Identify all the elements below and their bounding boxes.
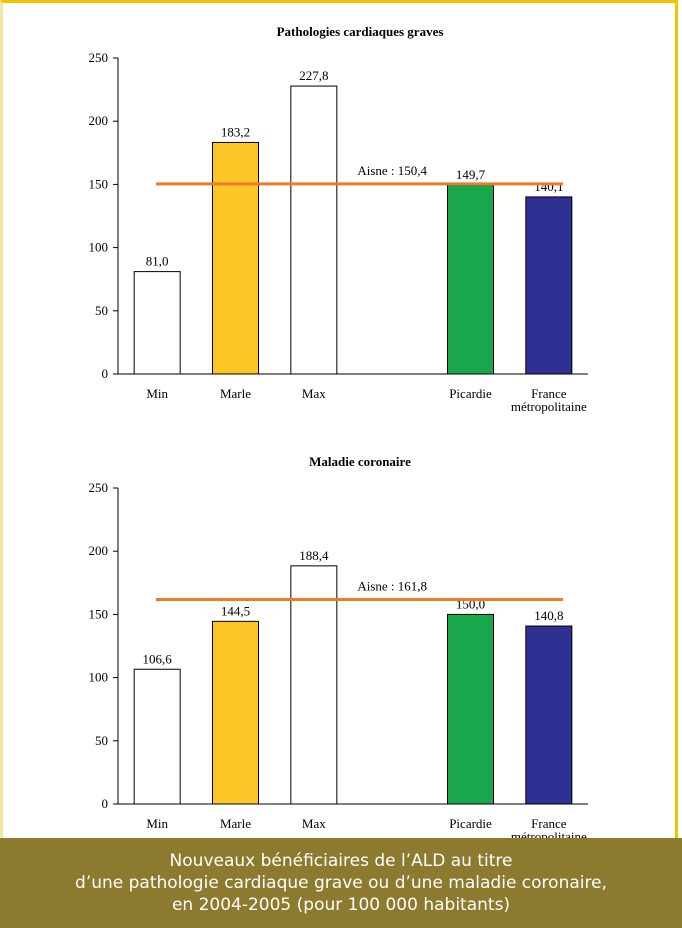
- data-label: 183,2: [221, 124, 250, 139]
- chart-maladie-coronaire: Maladie coronaire 0 50 100 150 200 250 106,6 Min…: [89, 454, 588, 844]
- caption-line-1: Nouveaux bénéficiaires de l’ALD au titre: [169, 851, 513, 871]
- x-tick-label: Marle: [220, 816, 251, 831]
- x-tick-label: Picardie: [449, 816, 492, 831]
- data-label: 144,5: [221, 603, 250, 618]
- y-tick-label: 0: [102, 796, 109, 811]
- y-tick-label: 100: [89, 240, 109, 255]
- x-tick-label: France: [531, 816, 567, 831]
- bar: [290, 85, 338, 375]
- y-tick-label: 250: [89, 480, 109, 495]
- x-tick-label: Min: [146, 816, 168, 831]
- bar: [212, 620, 259, 805]
- x-tick-label: Marle: [220, 386, 251, 401]
- data-label: 140,8: [534, 608, 563, 623]
- data-label: 106,6: [143, 651, 173, 666]
- data-label: 149,7: [456, 167, 486, 182]
- data-label: 227,8: [299, 68, 328, 83]
- data-label: 81,0: [146, 254, 169, 269]
- bar: [133, 668, 181, 805]
- figure-frame: [0, 0, 678, 838]
- y-tick-label: 50: [95, 303, 108, 318]
- bar: [133, 271, 181, 375]
- bar: [525, 196, 573, 375]
- y-tick-label: 250: [89, 50, 109, 65]
- y-tick-label: 50: [95, 733, 108, 748]
- chart-title: Pathologies cardiaques graves: [277, 24, 444, 39]
- chart-pathologies-cardiaques: Pathologies cardiaques graves 0 50 100 150 20…: [89, 24, 588, 414]
- bar: [525, 625, 573, 805]
- x-tick-label: métropolitaine: [511, 399, 587, 414]
- y-tick-label: 200: [89, 113, 109, 128]
- y-tick-label: 150: [89, 606, 109, 621]
- figure-caption: Nouveaux bénéficiaires de l’ALD au titre…: [0, 838, 682, 928]
- x-tick-label: Max: [302, 816, 326, 831]
- bar: [212, 141, 259, 375]
- x-tick-label: France: [531, 386, 567, 401]
- y-tick-label: 150: [89, 176, 109, 191]
- y-tick-label: 0: [102, 366, 109, 381]
- chart-title: Maladie coronaire: [309, 454, 411, 469]
- reference-line-label: Aisne : 161,8: [357, 578, 427, 593]
- x-tick-label: Max: [302, 386, 326, 401]
- bar: [447, 184, 494, 375]
- y-tick-label: 200: [89, 543, 109, 558]
- caption-line-3: en 2004-2005 (pour 100 000 habitants): [171, 895, 511, 915]
- caption-line-2: d’une pathologie cardiaque grave ou d’un…: [75, 873, 607, 893]
- x-tick-label: Picardie: [449, 386, 492, 401]
- reference-line-label: Aisne : 150,4: [357, 163, 427, 178]
- y-tick-label: 100: [89, 670, 109, 685]
- bar: [447, 613, 494, 805]
- x-tick-label: Min: [146, 386, 168, 401]
- data-label: 188,4: [299, 548, 329, 563]
- bar: [290, 565, 338, 805]
- data-label: 140,1: [534, 179, 563, 194]
